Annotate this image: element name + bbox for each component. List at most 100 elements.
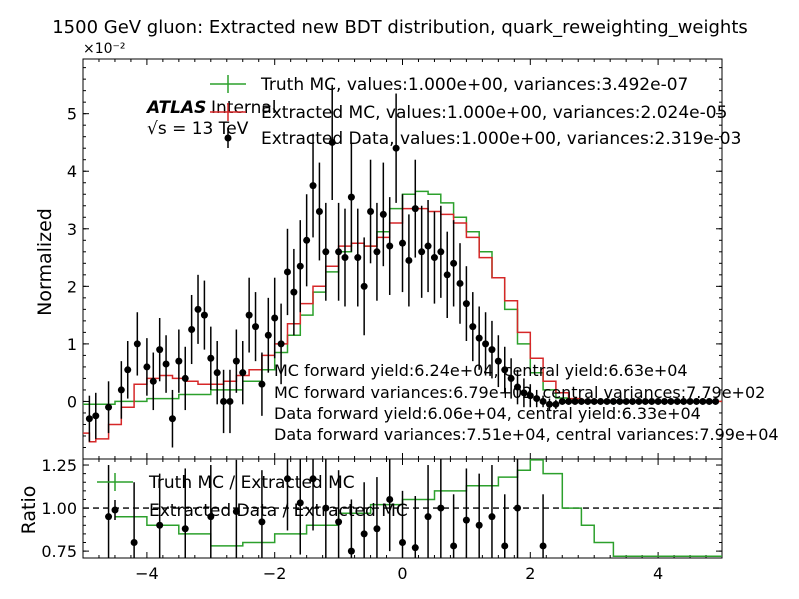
- data-point: [386, 242, 394, 250]
- main-plot: 0 1 2 3 4 5: [67, 59, 723, 460]
- data-point: [283, 268, 291, 276]
- annotation-data-yield: Data forward yield:6.06e+04, central yie…: [274, 404, 701, 423]
- data-point: [92, 412, 100, 420]
- data-point: [130, 539, 138, 547]
- annotation-data-variances: Data forward variances:7.51e+04, central…: [274, 425, 779, 444]
- data-point: [105, 513, 113, 521]
- data-point: [264, 331, 272, 339]
- data-point: [616, 397, 624, 405]
- data-point: [162, 360, 170, 368]
- data-point: [424, 242, 432, 250]
- y-tick-label: 2: [67, 277, 77, 296]
- data-point: [539, 542, 547, 550]
- data-point: [488, 513, 496, 521]
- data-point: [354, 254, 362, 262]
- data-point: [622, 397, 630, 405]
- data-point: [462, 516, 470, 524]
- data-point: [437, 248, 445, 256]
- data-point: [399, 539, 406, 547]
- data-point: [584, 397, 592, 405]
- y-tick-label: 4: [67, 162, 77, 181]
- series-truth-mc-extracted-mc: [115, 459, 722, 558]
- data-point: [290, 288, 298, 296]
- data-point: [648, 397, 656, 405]
- data-point: [462, 300, 470, 308]
- data-point: [469, 323, 477, 331]
- data-point: [315, 208, 323, 216]
- data-point: [443, 271, 451, 279]
- data-point: [347, 547, 355, 555]
- energy-label: √s = 13 TeV: [147, 119, 249, 139]
- data-point: [156, 346, 164, 354]
- ratio-y-axis-label: Ratio: [18, 486, 40, 535]
- data-point: [520, 389, 528, 397]
- data-point: [680, 397, 688, 405]
- data-point: [450, 542, 458, 550]
- data-point: [577, 397, 585, 405]
- data-point: [335, 518, 343, 526]
- data-point: [309, 475, 317, 483]
- data-point: [712, 397, 720, 405]
- data-point: [220, 397, 228, 405]
- y-tick-label: 0: [67, 392, 77, 411]
- legend-entry-truth-mc: Truth MC, values:1.000e+00, variances:3.…: [210, 75, 688, 95]
- data-point: [437, 504, 445, 512]
- data-point: [418, 248, 426, 256]
- y-tick-label: 0.75: [41, 542, 77, 561]
- data-point: [200, 311, 208, 319]
- data-point: [641, 397, 649, 405]
- legend-label-ratio-truth: Truth MC / Extracted MC: [148, 473, 355, 493]
- data-point: [514, 383, 522, 391]
- data-point: [699, 397, 707, 405]
- x-tick-label: −2: [263, 564, 287, 583]
- y-tick-label: 5: [67, 105, 77, 124]
- data-point: [124, 366, 132, 374]
- data-point: [430, 254, 438, 262]
- data-point: [156, 521, 164, 529]
- data-point: [335, 248, 343, 256]
- data-point: [309, 182, 317, 190]
- main-y-axis-label: Normalized: [34, 208, 56, 316]
- data-point: [85, 415, 93, 423]
- data-point: [245, 311, 253, 319]
- x-tick-label: 2: [525, 564, 535, 583]
- data-point: [296, 499, 304, 507]
- data-point: [181, 374, 189, 382]
- data-point: [252, 323, 260, 331]
- data-point: [399, 239, 406, 247]
- data-point: [181, 525, 189, 533]
- data-point: [411, 205, 419, 213]
- data-point: [341, 254, 349, 262]
- chart-title: 1500 GeV gluon: Extracted new BDT distri…: [52, 17, 748, 38]
- data-point: [194, 305, 202, 313]
- legend-label-extracted-data: Extracted Data, values:1.000e+00, varian…: [261, 129, 741, 149]
- data-point: [392, 144, 400, 152]
- data-point: [117, 386, 125, 394]
- data-point: [635, 397, 643, 405]
- data-point: [673, 397, 681, 405]
- data-point: [360, 282, 368, 290]
- data-point: [501, 366, 509, 374]
- data-point: [507, 374, 515, 382]
- legend-label-extracted-mc: Extracted MC, values:1.000e+00, variance…: [261, 103, 727, 123]
- data-point: [322, 248, 330, 256]
- data-point: [411, 544, 419, 552]
- data-point: [692, 397, 700, 405]
- data-point: [296, 262, 304, 270]
- ratio-plot: 0.75 1.00 1.25 −4 −2 0 2 4: [41, 456, 723, 583]
- data-point: [175, 357, 183, 365]
- data-point: [360, 530, 368, 538]
- data-point: [258, 518, 266, 526]
- y-tick-label: 1: [67, 335, 77, 354]
- data-point: [133, 340, 141, 348]
- data-point: [143, 363, 151, 371]
- yield-annotations: MC forward yield:6.24e+04, central yield…: [274, 361, 779, 444]
- data-point: [105, 403, 113, 411]
- atlas-label: ATLAS: [145, 98, 206, 118]
- legend-label-truth-mc: Truth MC, values:1.000e+00, variances:3.…: [260, 75, 688, 95]
- data-point: [373, 525, 381, 533]
- data-point: [533, 395, 541, 403]
- data-point: [456, 279, 464, 287]
- data-point: [475, 334, 483, 342]
- data-point: [482, 340, 490, 348]
